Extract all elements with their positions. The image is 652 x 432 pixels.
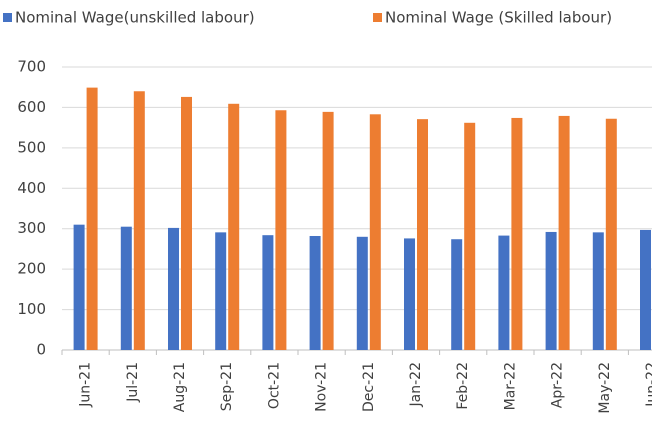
bar (451, 239, 463, 350)
bar (262, 235, 274, 350)
bar (309, 235, 321, 350)
bar (228, 103, 240, 350)
y-tick-label: 400 (17, 179, 46, 197)
y-tick-label: 600 (17, 98, 46, 116)
x-tick-label: Jan-22 (408, 362, 424, 407)
bar (86, 87, 98, 351)
x-tick-label: Mar-22 (502, 362, 518, 410)
bar (168, 227, 179, 350)
y-tick-label: 200 (17, 260, 46, 278)
bar (592, 232, 604, 350)
bar (215, 232, 227, 350)
y-tick-label: 700 (17, 58, 46, 76)
bar (73, 224, 85, 350)
bar (640, 229, 651, 350)
x-tick-label: Nov-21 (314, 362, 330, 412)
x-tick-label: Oct-21 (266, 362, 282, 409)
bar (369, 114, 381, 351)
legend-label: Nominal Wage (Skilled labour) (385, 9, 612, 27)
x-tick-label: Jul-21 (125, 362, 141, 403)
bar (133, 91, 145, 350)
x-tick-label: Apr-22 (550, 362, 566, 408)
y-tick-label: 500 (17, 138, 46, 156)
bar (558, 115, 570, 350)
x-tick-label: Jun-22 (644, 362, 652, 408)
y-tick-label: 100 (17, 300, 46, 318)
x-tick-label: Jun-21 (78, 362, 94, 408)
legend-swatch (3, 13, 12, 22)
y-tick-label: 0 (36, 341, 46, 359)
y-tick-label: 300 (17, 219, 46, 237)
bar (275, 110, 287, 350)
bar (498, 235, 510, 350)
bar (322, 111, 334, 350)
bar (605, 118, 617, 351)
x-tick-label: Sep-21 (219, 362, 235, 411)
x-tick-label: Aug-21 (172, 362, 188, 412)
bar (356, 236, 368, 350)
legend-label: Nominal Wage(unskilled labour) (15, 9, 255, 27)
bar (404, 238, 415, 350)
x-tick-label: Feb-22 (455, 362, 471, 410)
bar (464, 122, 476, 350)
x-tick-label: May-22 (597, 362, 613, 414)
legend-swatch (373, 13, 382, 22)
bar (545, 231, 557, 350)
x-tick-label: Dec-21 (361, 362, 377, 412)
bar (120, 226, 132, 350)
bar (511, 117, 523, 350)
bar (417, 119, 428, 350)
bar (181, 96, 192, 350)
